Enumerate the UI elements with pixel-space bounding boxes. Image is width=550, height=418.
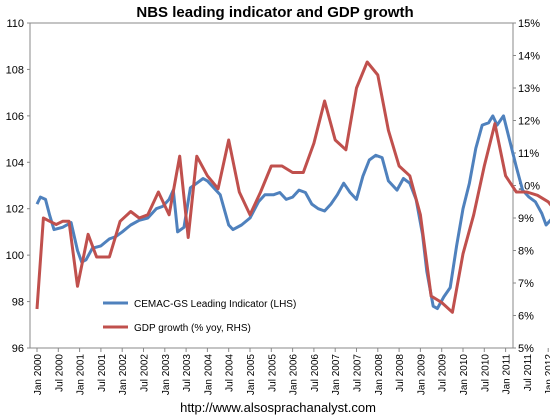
right-tick-label: 12%: [518, 116, 540, 128]
x-tick-label: Jul 2009: [438, 354, 449, 392]
x-tick-label: Jul 2007: [353, 354, 364, 392]
right-tick-label: 11%: [518, 148, 539, 160]
x-tick-label: Jan 2002: [118, 354, 129, 396]
x-tick-label: Jul 2008: [395, 354, 406, 392]
chart-title: NBS leading indicator and GDP growth: [136, 4, 413, 21]
x-tick-label: Jan 2001: [76, 354, 87, 396]
x-tick-label: Jan 2011: [502, 354, 513, 395]
legend-label: GDP growth (% yoy, RHS): [134, 323, 251, 334]
x-tick-label: Jan 2012: [544, 354, 550, 396]
x-tick-label: Jul 2005: [267, 354, 278, 392]
left-axis: 96 98 100 102 104 106 108 110: [6, 18, 30, 355]
series-line-gdp-growth: [35, 60, 550, 314]
x-tick-label: Jul 2006: [310, 354, 321, 392]
x-tick-label: Jul 2010: [480, 354, 491, 392]
x-tick-label: Jan 2005: [246, 354, 257, 396]
x-tick-label: Jan 2008: [374, 354, 385, 396]
right-tick-label: 15%: [518, 18, 540, 30]
left-tick-label: 102: [6, 204, 24, 216]
x-tick-label: Jul 2002: [140, 354, 151, 392]
left-tick-label: 100: [6, 250, 24, 262]
x-tick-label: Jul 2011: [523, 354, 534, 392]
legend: CEMAC-GS Leading Indicator (LHS) GDP grow…: [103, 299, 296, 334]
x-tick-label: Jan 2006: [289, 354, 300, 396]
right-tick-label: 8%: [518, 246, 534, 258]
left-tick-label: 96: [12, 343, 24, 355]
x-tick-label: Jul 2000: [54, 354, 65, 392]
x-tick-label: Jan 2007: [331, 354, 342, 396]
right-tick-label: 7%: [518, 278, 534, 290]
legend-label: CEMAC-GS Leading Indicator (LHS): [134, 299, 296, 310]
x-axis: Jan 2000 Jul 2000 Jan 2001 Jul 2001 Jan 2002…: [33, 348, 550, 395]
right-tick-label: 13%: [518, 83, 540, 95]
right-tick-label: 14%: [518, 51, 540, 63]
x-tick-label: Jan 2003: [161, 354, 172, 396]
left-tick-label: 104: [6, 157, 24, 169]
x-tick-label: Jan 2009: [416, 354, 427, 396]
left-tick-label: 98: [12, 297, 24, 309]
x-tick-label: Jan 2000: [33, 354, 44, 396]
x-tick-label: Jul 2004: [225, 354, 236, 392]
series-line-leading-indicator: [35, 114, 550, 310]
x-tick-label: Jan 2010: [459, 354, 470, 396]
right-tick-label: 9%: [518, 213, 534, 225]
left-tick-label: 110: [6, 18, 24, 30]
right-tick-label: 5%: [518, 343, 534, 355]
right-tick-label: 6%: [518, 311, 534, 323]
left-tick-label: 108: [6, 64, 24, 76]
left-tick-label: 106: [6, 111, 24, 123]
right-axis: 5%6%7%8%9%10%11%12%13%14%15%: [513, 18, 540, 355]
x-tick-label: Jan 2004: [203, 354, 214, 396]
source-url: http://www.alsosprachanalyst.com: [180, 400, 376, 415]
series-group: [35, 60, 550, 314]
x-tick-label: Jul 2001: [97, 354, 108, 392]
x-tick-label: Jul 2003: [182, 354, 193, 392]
